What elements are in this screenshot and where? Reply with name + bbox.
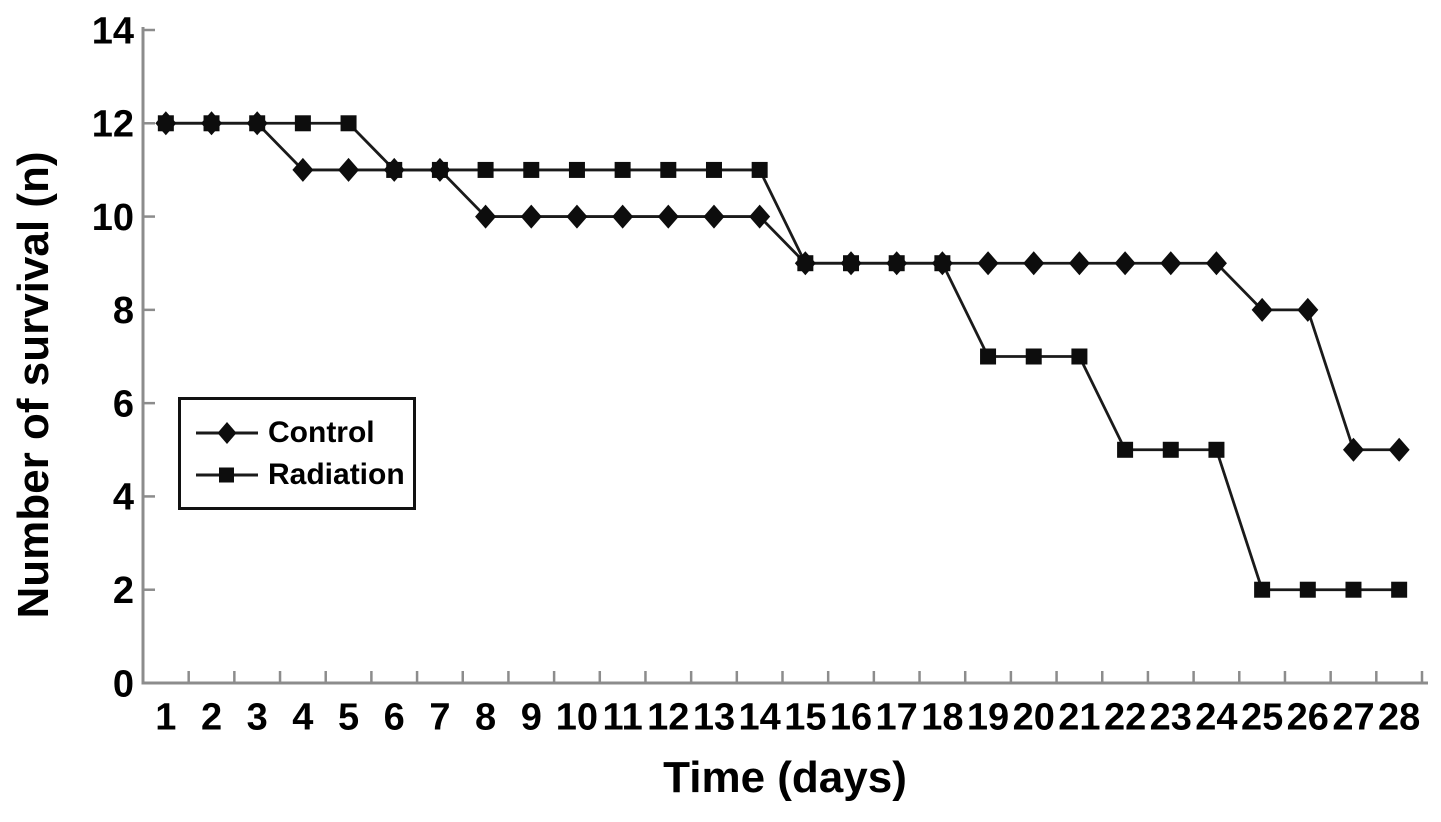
- radiation-marker: [477, 161, 494, 178]
- x-tick-label: 26: [1287, 696, 1329, 738]
- y-tick-label: 4: [113, 477, 134, 519]
- radiation-marker: [934, 255, 951, 272]
- radiation-marker: [1117, 441, 1134, 458]
- x-tick-label: 7: [429, 696, 450, 738]
- control-marker: [1251, 297, 1273, 322]
- radiation-marker: [980, 348, 997, 365]
- x-tick-label: 13: [693, 696, 735, 738]
- radiation-marker: [1254, 581, 1271, 598]
- radiation-marker: [1345, 581, 1362, 598]
- control-marker: [612, 204, 634, 229]
- radiation-marker: [797, 255, 814, 272]
- y-tick-label: 12: [92, 104, 134, 146]
- x-tick-label: 10: [556, 696, 598, 738]
- radiation-marker: [340, 115, 357, 132]
- radiation-marker: [1208, 441, 1225, 458]
- control-marker: [1068, 251, 1090, 276]
- y-axis-title: Number of survival (n): [9, 151, 58, 619]
- control-marker: [977, 251, 999, 276]
- control-marker: [1205, 251, 1227, 276]
- radiation-marker: [386, 161, 403, 178]
- x-tick-label: 8: [475, 696, 496, 738]
- x-tick-label: 22: [1104, 696, 1146, 738]
- radiation-marker: [705, 161, 722, 178]
- control-marker: [520, 204, 542, 229]
- legend: Control Radiation: [178, 397, 416, 510]
- legend-label-radiation: Radiation: [268, 457, 405, 491]
- x-tick-label: 23: [1150, 696, 1192, 738]
- radiation-marker: [203, 115, 220, 132]
- control-marker: [1160, 251, 1182, 276]
- control-marker: [292, 157, 314, 182]
- x-tick-label: 5: [338, 696, 359, 738]
- x-tick-label: 21: [1058, 696, 1100, 738]
- x-tick-label: 24: [1195, 696, 1237, 738]
- x-tick-label: 18: [921, 696, 963, 738]
- x-tick-label: 28: [1378, 696, 1420, 738]
- x-tick-label: 4: [292, 696, 313, 738]
- control-marker: [566, 204, 588, 229]
- radiation-marker: [1391, 581, 1408, 598]
- radiation-marker: [660, 161, 677, 178]
- radiation-marker: [843, 255, 860, 272]
- radiation-marker: [1071, 348, 1088, 365]
- radiation-series-line: [165, 121, 1400, 592]
- radiation-marker: [294, 115, 311, 132]
- x-tick-label: 27: [1332, 696, 1374, 738]
- control-marker: [749, 204, 771, 229]
- x-tick-label: 17: [876, 696, 918, 738]
- y-tick-label: 0: [113, 663, 134, 705]
- y-tick-label: 14: [92, 10, 134, 52]
- control-marker: [1114, 251, 1136, 276]
- x-axis-title: Time (days): [663, 753, 907, 802]
- radiation-marker: [1299, 581, 1316, 598]
- control-marker: [1342, 437, 1364, 462]
- y-tick-label: 6: [113, 383, 134, 425]
- radiation-marker: [568, 161, 585, 178]
- radiation-marker: [751, 161, 768, 178]
- x-tick-label: 2: [201, 696, 222, 738]
- x-tick-label: 14: [739, 696, 781, 738]
- x-tick-label: 6: [384, 696, 405, 738]
- radiation-marker: [157, 115, 174, 132]
- control-series-line: [165, 121, 1400, 452]
- legend-item-control: Control: [195, 415, 413, 449]
- x-tick-label: 20: [1013, 696, 1055, 738]
- control-line-sample-icon: [196, 421, 258, 444]
- radiation-marker: [888, 255, 905, 272]
- y-tick-label: 2: [113, 570, 134, 612]
- radiation-marker: [523, 161, 540, 178]
- radiation-marker: [1025, 348, 1042, 365]
- x-tick-label: 11: [603, 696, 643, 738]
- radiation-line-sample-icon: [196, 467, 258, 482]
- x-tick-label: 19: [967, 696, 1009, 738]
- legend-label-control: Control: [268, 415, 375, 449]
- control-marker: [475, 204, 497, 229]
- x-tick-label: 12: [647, 696, 689, 738]
- control-marker: [657, 204, 679, 229]
- x-tick-label: 15: [784, 696, 826, 738]
- x-tick-label: 1: [155, 696, 176, 738]
- radiation-marker: [1162, 441, 1179, 458]
- x-tick-label: 9: [521, 696, 542, 738]
- y-tick-label: 10: [92, 197, 134, 239]
- legend-item-radiation: Radiation: [195, 457, 413, 491]
- radiation-marker: [431, 161, 448, 178]
- radiation-marker: [249, 115, 266, 132]
- x-tick-label: 16: [830, 696, 872, 738]
- control-marker: [703, 204, 725, 229]
- control-marker: [1297, 297, 1319, 322]
- y-tick-label: 8: [113, 290, 134, 332]
- radiation-marker: [614, 161, 631, 178]
- x-tick-label: 3: [247, 696, 268, 738]
- control-marker: [1023, 251, 1045, 276]
- control-marker: [338, 157, 360, 182]
- control-marker: [1388, 437, 1410, 462]
- x-tick-label: 25: [1241, 696, 1283, 738]
